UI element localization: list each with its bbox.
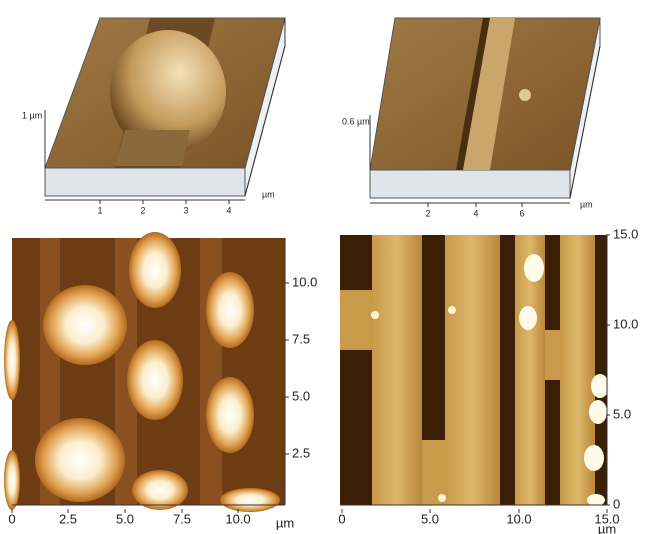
unit-label: µm [580, 199, 593, 209]
y-tick-label: 0 [613, 496, 620, 511]
x-tick-label: 10.0 [225, 511, 250, 526]
x-tick-label: 0 [8, 511, 15, 526]
unit-label: µm [598, 521, 616, 534]
x-tick-label: 2.5 [59, 511, 77, 526]
panel-b: 0.6 µm [342, 17, 601, 204]
x-tick-label: 4 [473, 208, 478, 218]
x-tick-label: 3 [183, 205, 188, 215]
x-tick-label: 5.0 [116, 511, 134, 526]
x-tick-label: 1 [97, 205, 102, 215]
panel-d [340, 235, 609, 506]
x-tick-label: 5.0 [421, 511, 439, 526]
x-tick-label: 4 [226, 205, 231, 215]
y-tick-label: 10.0 [613, 316, 638, 331]
panel-a: 1 µm [22, 17, 286, 201]
y-tick-label: 10.0 [292, 274, 317, 289]
x-tick-label: 2 [140, 205, 145, 215]
y-tick-label: 7.5 [292, 331, 310, 346]
y-tick-label: 5.0 [613, 406, 631, 421]
panel-c [4, 232, 286, 512]
y-tick-label: 5.0 [292, 388, 310, 403]
unit-label: µm [276, 515, 294, 530]
unit-label: µm [262, 189, 275, 199]
x-tick-label: 6 [519, 208, 524, 218]
y-tick-label: 2.5 [292, 445, 310, 460]
y-tick-label: 15.0 [613, 226, 638, 241]
x-tick-label: 10.0 [506, 511, 531, 526]
z-label: 0.6 µm [342, 116, 370, 126]
x-tick-label: 2 [425, 208, 430, 218]
x-tick-label: 0 [338, 511, 345, 526]
z-label: 1 µm [22, 110, 42, 120]
x-tick-label: 15.0 [594, 511, 619, 526]
x-tick-label: 7.5 [173, 511, 191, 526]
